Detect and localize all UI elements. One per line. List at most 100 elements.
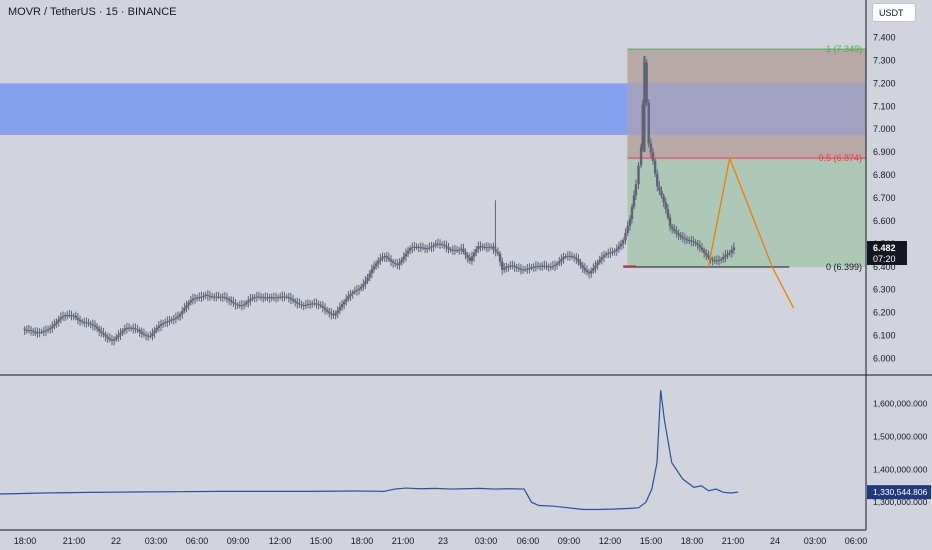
candle-body: [566, 255, 569, 257]
candle-body: [677, 233, 680, 235]
candle-body: [357, 288, 361, 290]
candle-body: [498, 253, 502, 262]
candle-body: [289, 297, 293, 300]
candle-body: [68, 315, 71, 317]
candle-body: [466, 255, 469, 258]
price-tick-label: 6.000: [873, 354, 896, 364]
candle-body: [132, 327, 135, 329]
candle-body: [274, 297, 278, 299]
time-tick-label: 03:00: [475, 536, 498, 546]
candle-body: [270, 297, 273, 299]
candle-body: [639, 147, 643, 166]
candle-body: [351, 292, 354, 295]
candle-body: [151, 333, 154, 337]
candle-body: [72, 315, 75, 317]
candle-body: [266, 297, 269, 299]
candle-body: [404, 253, 408, 257]
candle-body: [564, 256, 567, 258]
candle-body: [125, 327, 129, 329]
candle-body: [146, 335, 150, 337]
candle-body: [249, 299, 252, 301]
candle-body: [702, 250, 706, 254]
candle-body: [285, 296, 288, 298]
candle-body: [596, 262, 599, 266]
candle-body: [457, 249, 461, 251]
candle-body: [259, 296, 263, 298]
volume-tick-label: 1,400,000.000: [873, 464, 928, 474]
candle-body: [140, 331, 143, 334]
time-tick-label: 09:00: [227, 536, 250, 546]
candle-body: [585, 270, 589, 273]
candle-body: [705, 253, 708, 256]
candle-body: [193, 297, 197, 299]
candle-body: [451, 249, 454, 251]
candle-body: [541, 265, 544, 267]
candle-body: [129, 327, 133, 329]
candle-body: [87, 322, 90, 324]
candle-body: [613, 250, 616, 252]
candle-body: [526, 268, 529, 270]
candle-body: [462, 248, 465, 253]
candle-body: [487, 247, 491, 249]
candle-body: [621, 240, 625, 244]
candle-body: [176, 316, 180, 318]
candle-body: [517, 267, 521, 269]
candle-body: [583, 267, 587, 271]
candle-body: [317, 303, 320, 305]
time-tick-label: 12:00: [599, 536, 622, 546]
candle-body: [308, 303, 312, 305]
candle-body: [381, 257, 384, 259]
candle-body: [106, 336, 109, 339]
price-tick-label: 6.400: [873, 262, 896, 272]
candle-body: [551, 266, 555, 268]
candle-body: [172, 318, 175, 320]
candle-body: [61, 316, 65, 318]
fib-label-0: 0 (6.399): [826, 262, 862, 272]
time-tick-label: 06:00: [845, 536, 868, 546]
candle-body: [532, 266, 535, 268]
volume-tick-label: 1,300,000.000: [873, 497, 928, 507]
candle-body: [423, 247, 427, 249]
candle-body: [347, 296, 350, 299]
candle-body: [632, 195, 636, 207]
candle-body: [255, 296, 259, 298]
volume-tick-label: 1,500,000.000: [873, 431, 928, 441]
candle-body: [225, 297, 229, 299]
candle-body: [432, 245, 435, 247]
candle-body: [538, 265, 542, 267]
candle-body: [719, 259, 723, 261]
candle-body: [455, 250, 459, 252]
candle-body: [438, 243, 442, 245]
candle-body: [700, 247, 704, 251]
time-tick-label: 24: [770, 536, 780, 546]
candle-body: [509, 265, 512, 267]
candle-body: [528, 268, 531, 270]
candle-body: [492, 246, 495, 250]
candle-body: [496, 251, 500, 254]
candle-body: [170, 319, 173, 321]
currency-selector-button[interactable]: USDT: [872, 3, 916, 22]
candle-body: [164, 322, 167, 324]
candle-body: [85, 322, 88, 324]
candle-body: [481, 246, 484, 248]
candle-body: [443, 244, 446, 246]
candle-body: [332, 314, 335, 316]
time-tick-label: 15:00: [640, 536, 663, 546]
candle-body: [696, 243, 699, 246]
candle-body: [102, 332, 105, 335]
candle-body: [577, 259, 580, 263]
candle-body: [728, 252, 731, 254]
candle-body: [155, 327, 158, 331]
candle-body: [330, 313, 333, 315]
candle-body: [507, 266, 510, 268]
candle-body: [238, 305, 241, 307]
candle-body: [553, 264, 557, 267]
candle-body: [505, 266, 508, 269]
fib-label-1: 1 (7.349): [826, 44, 862, 54]
candle-body: [400, 259, 403, 263]
candle-body: [730, 249, 734, 253]
candle-body: [570, 256, 574, 258]
candle-body: [355, 289, 359, 292]
